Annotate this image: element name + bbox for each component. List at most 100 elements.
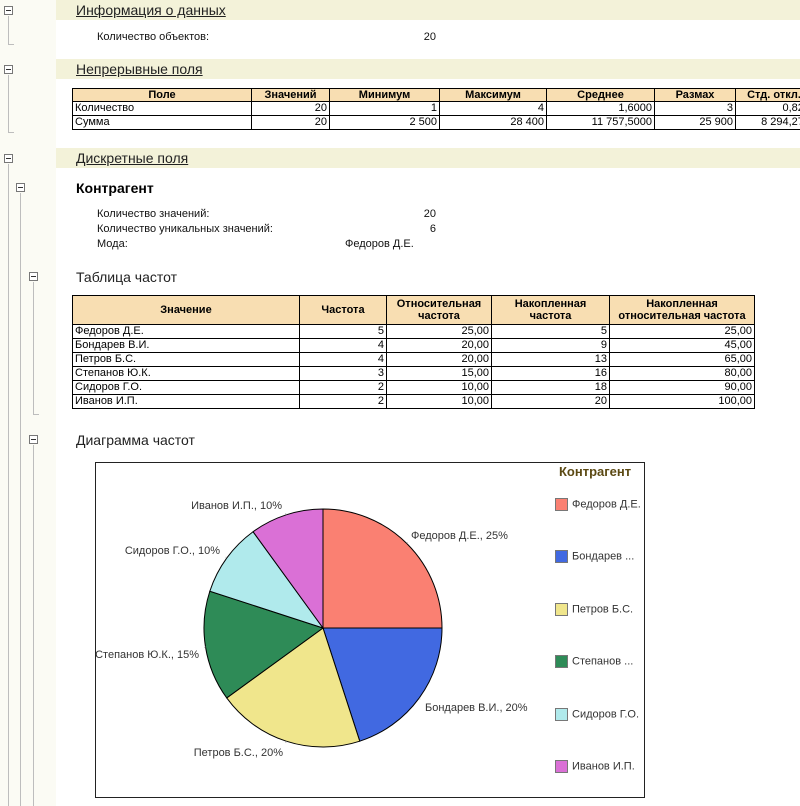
column-header: Относительная частота [386, 295, 492, 325]
tree-line [33, 445, 34, 806]
tree-line [8, 132, 14, 133]
table-cell: 3 [299, 366, 387, 381]
table-row: Количество 20 1 4 1,6000 3 0,820 [72, 101, 800, 116]
legend-item: Петров Б.С. [555, 602, 634, 616]
info-section-header [56, 0, 800, 20]
slice-label: Сидоров Г.О., 10% [125, 545, 220, 557]
table-cell: 28 400 [439, 115, 547, 130]
column-header: Поле [72, 88, 252, 102]
table-row: Степанов Ю.К. 3 15,00 16 80,00 [72, 366, 755, 381]
continuous-section-title: Непрерывные поля [76, 61, 203, 77]
legend-label: Федоров Д.Е. [572, 498, 641, 511]
continuous-section-header [56, 59, 800, 79]
tree-line [20, 193, 21, 806]
column-header: Минимум [329, 88, 440, 102]
field-title: Контрагент [76, 180, 154, 196]
continuous-fields-table: Поле Значений Минимум Максимум Среднее Р… [72, 88, 800, 130]
table-cell: 10,00 [386, 394, 492, 409]
table-cell: Бондарев В.И. [72, 338, 300, 353]
collapse-freq-table-button[interactable] [29, 272, 38, 281]
legend-item: Сидоров Г.О. [555, 707, 640, 721]
table-cell: 5 [491, 324, 610, 339]
column-header: Накопленная частота [491, 295, 610, 325]
table-cell: 0,820 [735, 101, 800, 116]
info-section-title: Информация о данных [76, 2, 226, 18]
table-row: Петров Б.С. 4 20,00 13 65,00 [72, 352, 755, 367]
slice-leader-line [418, 697, 421, 700]
pie-chart: Федоров Д.Е., 25% Бондарев В.И., 20% Петро… [95, 500, 528, 759]
table-cell: 4 [299, 338, 387, 353]
tree-line [8, 16, 9, 44]
legend-item: Бондарев ... [555, 550, 635, 564]
diagram-title: Диаграмма частот [76, 432, 195, 448]
pie-slice [226, 627, 361, 748]
values-count-value: 20 [423, 208, 436, 220]
collapse-field-button[interactable] [16, 183, 25, 192]
freq-table-title: Таблица частот [76, 269, 178, 285]
column-header: Частота [299, 295, 387, 325]
table-cell: 2 [299, 380, 387, 395]
pie-slice [252, 508, 324, 630]
legend-swatch [555, 760, 568, 773]
legend-item: Федоров Д.Е. [555, 498, 641, 511]
discrete-section-header [56, 148, 800, 168]
table-cell: 9 [491, 338, 610, 353]
slice-leader-line [285, 513, 287, 515]
table-cell: 20 [251, 115, 330, 130]
table-cell: 4 [299, 352, 387, 367]
unique-count-value: 6 [429, 223, 436, 235]
legend-label: Степанов ... [572, 655, 634, 668]
column-header: Размах [654, 88, 736, 102]
slice-label: Петров Б.С., 20% [194, 747, 283, 759]
table-cell: 13 [491, 352, 610, 367]
object-count-label: Количество объектов: [97, 31, 210, 43]
table-cell: Иванов И.П. [72, 394, 300, 409]
legend-label: Петров Б.С. [572, 603, 634, 616]
table-cell: Сидоров Г.О. [72, 380, 300, 395]
slice-leader-line [225, 556, 228, 559]
outline-gutter [0, 0, 56, 806]
mode-value: Федоров Д.Е. [345, 238, 414, 250]
table-cell: 20,00 [386, 338, 492, 353]
frequency-table: Значение Частота Относительная частота Н… [72, 295, 755, 409]
legend-label: Сидоров Г.О. [572, 708, 640, 721]
slice-leader-line [406, 542, 409, 545]
table-cell: 1,6000 [546, 101, 655, 116]
collapse-continuous-button[interactable] [4, 65, 13, 74]
legend-swatch [555, 550, 568, 564]
column-header: Среднее [546, 88, 655, 102]
table-cell: Федоров Д.Е. [72, 324, 300, 339]
object-count-value: 20 [423, 31, 436, 43]
table-header-row: Поле Значений Минимум Максимум Среднее Р… [72, 88, 800, 102]
table-cell: 20 [491, 394, 610, 409]
table-cell: 3 [654, 101, 736, 116]
discrete-section-title: Дискретные поля [76, 150, 189, 166]
table-cell: Степанов Ю.К. [72, 366, 300, 381]
column-header: Накопленная относительная частота [609, 295, 755, 325]
table-cell: 25 900 [654, 115, 736, 130]
collapse-diagram-button[interactable] [29, 435, 38, 444]
table-cell: Сумма [72, 115, 252, 130]
table-cell: Количество [72, 101, 252, 116]
tree-line [8, 75, 9, 132]
table-cell: Петров Б.С. [72, 352, 300, 367]
column-header: Стд. откл. [735, 88, 800, 102]
slice-label: Степанов Ю.К., 15% [95, 649, 199, 661]
collapse-info-button[interactable] [4, 6, 13, 15]
legend-swatch [555, 498, 568, 511]
table-row: Сидоров Г.О. 2 10,00 18 90,00 [72, 380, 755, 395]
slice-leader-line [204, 646, 206, 648]
collapse-discrete-button[interactable] [4, 154, 13, 163]
table-cell: 90,00 [609, 380, 755, 395]
legend-label: Бондарев ... [572, 550, 635, 563]
column-header: Значений [251, 88, 330, 102]
table-cell: 80,00 [609, 366, 755, 381]
legend-swatch [555, 602, 568, 616]
table-cell: 8 294,279 [735, 115, 800, 130]
pie-slice [203, 590, 325, 699]
table-cell: 11 757,5000 [546, 115, 655, 130]
slice-label: Федоров Д.Е., 25% [411, 530, 508, 542]
column-header: Значение [72, 295, 300, 325]
table-cell: 2 500 [329, 115, 440, 130]
column-header: Максимум [439, 88, 547, 102]
